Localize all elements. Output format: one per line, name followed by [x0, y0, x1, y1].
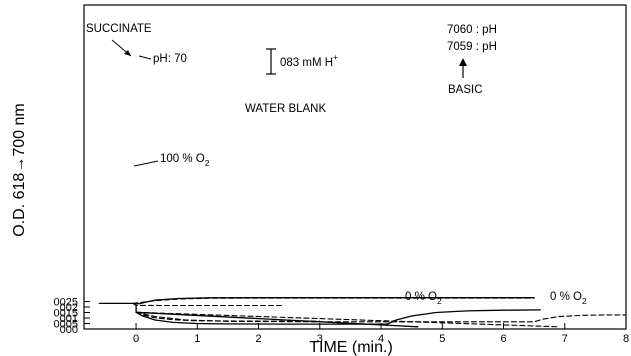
- plot-frame: [83, 4, 627, 330]
- y-tick-label: 000: [60, 324, 78, 336]
- y-tick-label: 002: [60, 302, 78, 314]
- annotation-o2-low-1: 0 % O2: [405, 291, 442, 306]
- succinate-arrowhead: [124, 50, 131, 56]
- series-line-7: [135, 311, 560, 328]
- x-axis: 0 1 2 3 4 5 6 7 8: [133, 323, 629, 345]
- x-tick-label: 7: [562, 333, 568, 345]
- x-tick-label: 4: [378, 333, 384, 345]
- x-axis-title: TIME (min.): [309, 339, 393, 356]
- o2-high-leader: [133, 160, 159, 167]
- series-line-3: [132, 302, 284, 307]
- series-line-5: [135, 311, 419, 328]
- annotation-ph-start: pH: 70: [153, 53, 187, 65]
- y-tick-label: 001: [60, 313, 78, 325]
- series-line-2: [132, 297, 535, 304]
- annotation-succinate: SUCCINATE: [86, 23, 152, 35]
- annotation-o2-high: 100 % O2: [160, 153, 210, 168]
- annotation-ph-top: 7060 : pH: [447, 24, 497, 36]
- basic-arrowhead: [459, 58, 467, 66]
- annotation-scale-bar: 083 mM H+: [280, 52, 338, 69]
- scale-bar-text: 083 mM H: [280, 57, 333, 69]
- annotation-basic: BASIC: [448, 84, 483, 96]
- series-line-8: [135, 311, 627, 323]
- annotations: SUCCINATE pH: 70 WATER BLANK 7060 : pH 7…: [86, 23, 587, 306]
- x-tick-label: 5: [439, 333, 445, 345]
- o2-low-2-subscript: 2: [582, 296, 587, 306]
- annotation-o2-low-2: 0 % O2: [550, 291, 587, 306]
- o2-low-1-subscript: 2: [437, 296, 442, 306]
- scale-bar-superscript: +: [333, 52, 338, 62]
- x-tick-label: 1: [194, 333, 200, 345]
- annotation-water-blank: WATER BLANK: [245, 103, 326, 115]
- o2-low-2-text: 0 % O: [550, 291, 582, 303]
- plot-border: [83, 4, 627, 330]
- y-tick-label: 0025: [54, 297, 78, 309]
- x-tick-label: 2: [255, 333, 261, 345]
- x-tick-label: 0: [133, 333, 139, 345]
- annotation-ph-second: 7059 : pH: [447, 41, 497, 53]
- o2-high-text: 100 % O: [160, 153, 205, 165]
- series-layer: [98, 297, 627, 328]
- o2-low-1-text: 0 % O: [405, 291, 437, 303]
- ph-start-arrow: [138, 55, 152, 60]
- y-axis-title: O.D. 618→700 nm: [11, 103, 28, 236]
- x-tick-label: 6: [500, 333, 506, 345]
- y-tick-label: 0015: [54, 308, 78, 320]
- x-tick-label: 3: [317, 333, 323, 345]
- series-line-4: [135, 302, 541, 325]
- y-tick-label: 0005: [54, 319, 78, 331]
- o2-high-subscript: 2: [205, 158, 210, 168]
- x-tick-label: 8: [623, 333, 629, 345]
